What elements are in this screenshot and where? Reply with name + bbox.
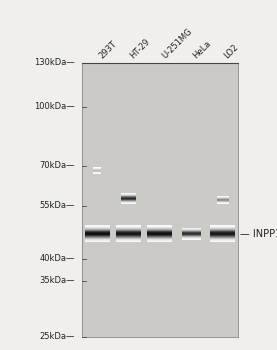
Text: HT-29: HT-29 — [129, 37, 152, 60]
Text: 55kDa—: 55kDa— — [39, 201, 75, 210]
Text: 293T: 293T — [98, 39, 119, 60]
Text: — INPP1: — INPP1 — [240, 229, 277, 239]
Text: 100kDa—: 100kDa— — [34, 102, 75, 111]
Text: 40kDa—: 40kDa— — [39, 254, 75, 263]
Text: 35kDa—: 35kDa— — [39, 276, 75, 285]
Text: U-251MG: U-251MG — [160, 27, 194, 60]
Text: 130kDa—: 130kDa— — [34, 58, 75, 68]
Text: HeLa: HeLa — [191, 39, 213, 60]
Text: 70kDa—: 70kDa— — [39, 161, 75, 170]
Text: LO2: LO2 — [223, 42, 240, 60]
Text: 25kDa—: 25kDa— — [39, 332, 75, 341]
